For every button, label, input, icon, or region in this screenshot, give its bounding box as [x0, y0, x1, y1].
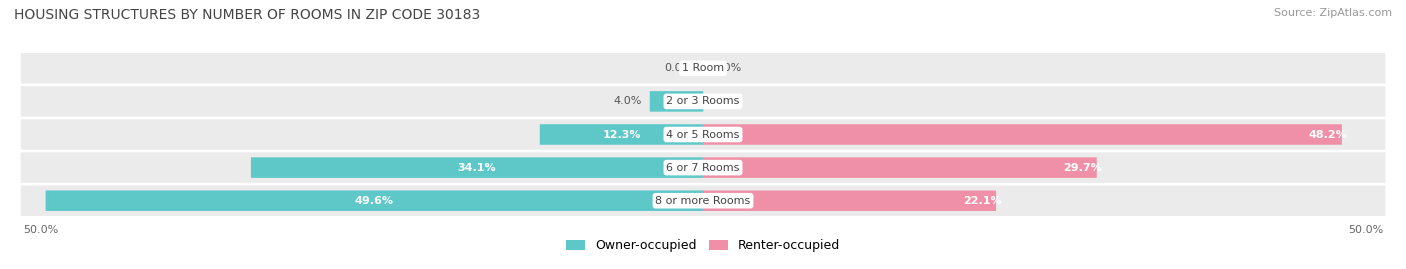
- Text: 0.0%: 0.0%: [714, 63, 742, 73]
- Legend: Owner-occupied, Renter-occupied: Owner-occupied, Renter-occupied: [567, 239, 839, 252]
- Text: 12.3%: 12.3%: [602, 129, 641, 140]
- Text: 6 or 7 Rooms: 6 or 7 Rooms: [666, 162, 740, 173]
- Text: 0.0%: 0.0%: [664, 63, 692, 73]
- FancyBboxPatch shape: [540, 124, 703, 145]
- Text: 0.0%: 0.0%: [714, 96, 742, 107]
- FancyBboxPatch shape: [21, 53, 1385, 83]
- FancyBboxPatch shape: [650, 91, 703, 112]
- Text: Source: ZipAtlas.com: Source: ZipAtlas.com: [1274, 8, 1392, 18]
- Text: 29.7%: 29.7%: [1063, 162, 1102, 173]
- Text: 49.6%: 49.6%: [354, 196, 394, 206]
- Text: 8 or more Rooms: 8 or more Rooms: [655, 196, 751, 206]
- FancyBboxPatch shape: [45, 190, 703, 211]
- Text: 1 Room: 1 Room: [682, 63, 724, 73]
- FancyBboxPatch shape: [703, 157, 1097, 178]
- FancyBboxPatch shape: [21, 119, 1385, 150]
- FancyBboxPatch shape: [21, 86, 1385, 117]
- Text: 4.0%: 4.0%: [613, 96, 643, 107]
- FancyBboxPatch shape: [703, 124, 1341, 145]
- FancyBboxPatch shape: [21, 152, 1385, 183]
- Text: 34.1%: 34.1%: [458, 162, 496, 173]
- FancyBboxPatch shape: [250, 157, 703, 178]
- Text: 2 or 3 Rooms: 2 or 3 Rooms: [666, 96, 740, 107]
- Text: HOUSING STRUCTURES BY NUMBER OF ROOMS IN ZIP CODE 30183: HOUSING STRUCTURES BY NUMBER OF ROOMS IN…: [14, 8, 481, 22]
- FancyBboxPatch shape: [21, 186, 1385, 216]
- Text: 4 or 5 Rooms: 4 or 5 Rooms: [666, 129, 740, 140]
- FancyBboxPatch shape: [703, 190, 995, 211]
- Text: 22.1%: 22.1%: [963, 196, 1001, 206]
- Text: 48.2%: 48.2%: [1309, 129, 1347, 140]
